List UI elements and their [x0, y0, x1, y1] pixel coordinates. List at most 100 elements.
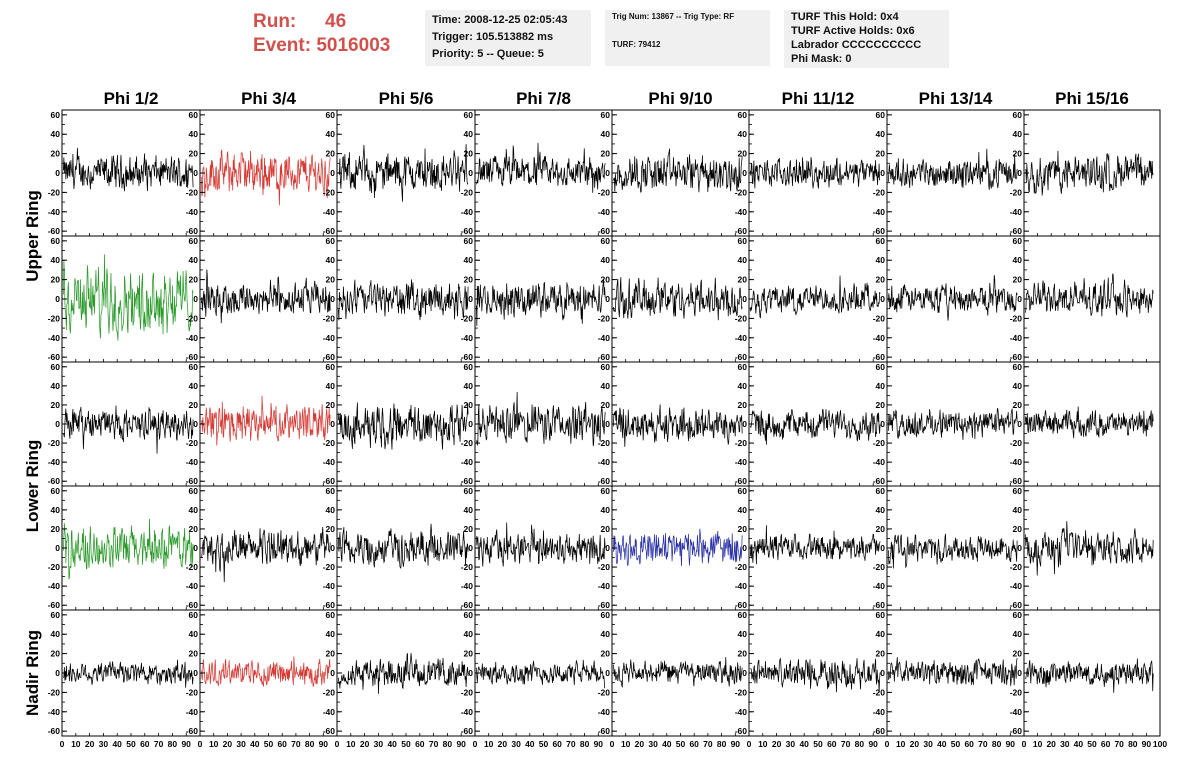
- waveform-series: [476, 142, 606, 193]
- y-tick-label: -20: [598, 687, 611, 697]
- x-tick-label: 20: [85, 739, 95, 749]
- y-tick-label: -20: [735, 187, 748, 197]
- y-tick-label: 40: [1013, 255, 1023, 265]
- y-tick-label: -40: [598, 707, 611, 717]
- y-tick-label: 40: [464, 629, 474, 639]
- y-tick-label: -40: [48, 457, 61, 467]
- y-tick-label: 40: [189, 381, 199, 391]
- waveform-series: [887, 657, 1018, 686]
- y-tick-label: 60: [189, 610, 199, 620]
- y-tick-label: -20: [873, 187, 886, 197]
- x-tick-label: 10: [758, 739, 768, 749]
- waveform-series: [887, 148, 1018, 190]
- y-tick-label: -60: [186, 352, 199, 362]
- x-tick-label: 50: [951, 739, 961, 749]
- y-tick-label: 40: [601, 381, 611, 391]
- y-tick-label: 20: [464, 400, 474, 410]
- y-tick-label: 60: [189, 236, 199, 246]
- y-tick-label: -60: [873, 476, 886, 486]
- y-tick-label: 0: [193, 294, 198, 304]
- y-tick-label: 40: [51, 505, 61, 515]
- column-title-2: Phi 3/4: [241, 89, 296, 108]
- y-tick-label: -40: [461, 207, 474, 217]
- y-tick-label: 60: [464, 362, 474, 372]
- y-tick-label: 20: [1013, 275, 1023, 285]
- y-tick-label: -40: [48, 581, 61, 591]
- y-tick-label: 40: [738, 381, 748, 391]
- y-tick-label: 60: [876, 110, 886, 120]
- x-tick-label: 70: [703, 739, 713, 749]
- y-tick-label: -40: [186, 707, 199, 717]
- column-title-4: Phi 7/8: [516, 89, 571, 108]
- waveform-series: [1024, 273, 1154, 318]
- y-tick-label: 60: [738, 362, 748, 372]
- y-tick-label: 20: [464, 649, 474, 659]
- y-tick-label: -40: [1010, 707, 1023, 717]
- x-tick-label: 40: [250, 739, 260, 749]
- panel-r2-c4: -60 -40 -20 0 20 40 60: [461, 235, 613, 363]
- x-tick-label: 60: [415, 739, 425, 749]
- y-tick-label: 20: [464, 275, 474, 285]
- y-tick-label: -20: [598, 562, 611, 572]
- y-tick-label: 60: [1013, 236, 1023, 246]
- x-tick-label: 70: [841, 739, 851, 749]
- y-tick-label: 20: [1013, 649, 1023, 659]
- panel-r2-c7: -60 -40 -20 0 20 40 60: [873, 235, 1025, 363]
- priority-text: Priority: 5 -- Queue: 5: [432, 48, 544, 60]
- x-tick-label: 30: [786, 739, 796, 749]
- y-tick-label: -20: [873, 687, 886, 697]
- y-tick-label: 60: [738, 236, 748, 246]
- row-group-title-1: Upper Ring: [23, 190, 42, 282]
- trig-num-text: Trig Num: 13867 -- Trig Type: RF: [612, 12, 735, 21]
- waveform-series: [476, 391, 606, 447]
- y-tick-label: 20: [738, 149, 748, 159]
- panel-r3-c4: -60 -40 -20 0 20 40 60: [461, 361, 613, 487]
- y-tick-label: 60: [601, 110, 611, 120]
- panel-r4-c1: -60 -40 -20 0 20 40 60: [48, 485, 201, 611]
- panel-r1-c5: -60 -40 -20 0 20 40 60: [598, 109, 750, 237]
- x-tick-label: 20: [772, 739, 782, 749]
- y-tick-label: 20: [601, 400, 611, 410]
- column-title-6: Phi 11/12: [782, 89, 855, 108]
- y-tick-label: -40: [873, 457, 886, 467]
- y-tick-label: 20: [51, 149, 61, 159]
- x-tick-label: 30: [236, 739, 246, 749]
- y-tick-label: -20: [873, 438, 886, 448]
- y-tick-label: -40: [1010, 457, 1023, 467]
- x-tick-label: 80: [855, 739, 865, 749]
- y-tick-label: 60: [1013, 110, 1023, 120]
- y-tick-label: -60: [1010, 600, 1023, 610]
- x-tick-label: 80: [305, 739, 315, 749]
- y-tick-label: 60: [464, 110, 474, 120]
- y-tick-label: -40: [186, 333, 199, 343]
- panel-r4-c5: -60 -40 -20 0 20 40 60: [598, 485, 750, 611]
- x-tick-label: 30: [648, 739, 658, 749]
- y-tick-label: -40: [186, 457, 199, 467]
- y-tick-label: -60: [323, 600, 336, 610]
- y-tick-label: -20: [323, 687, 336, 697]
- column-title-1: Phi 1/2: [104, 89, 159, 108]
- x-tick-label: 20: [1046, 739, 1056, 749]
- x-tick-label: 10: [484, 739, 494, 749]
- y-tick-label: 0: [468, 668, 473, 678]
- y-tick-label: -20: [735, 687, 748, 697]
- x-tick-label: 40: [799, 739, 809, 749]
- x-tick-label: 50: [126, 739, 136, 749]
- y-tick-label: -60: [48, 600, 61, 610]
- y-tick-label: -40: [323, 581, 336, 591]
- y-tick-label: 60: [189, 110, 199, 120]
- y-tick-label: 20: [876, 149, 886, 159]
- y-tick-label: -20: [186, 187, 199, 197]
- y-tick-label: 20: [189, 275, 199, 285]
- y-tick-label: 0: [605, 543, 610, 553]
- y-tick-label: 40: [326, 505, 336, 515]
- panel-r3-c3: -60 -40 -20 0 20 40 60: [323, 361, 476, 487]
- x-tick-label: 30: [99, 739, 109, 749]
- x-tick-label: 10: [621, 739, 631, 749]
- y-tick-label: -60: [1010, 352, 1023, 362]
- x-tick-label: 70: [154, 739, 164, 749]
- y-tick-label: 20: [51, 524, 61, 534]
